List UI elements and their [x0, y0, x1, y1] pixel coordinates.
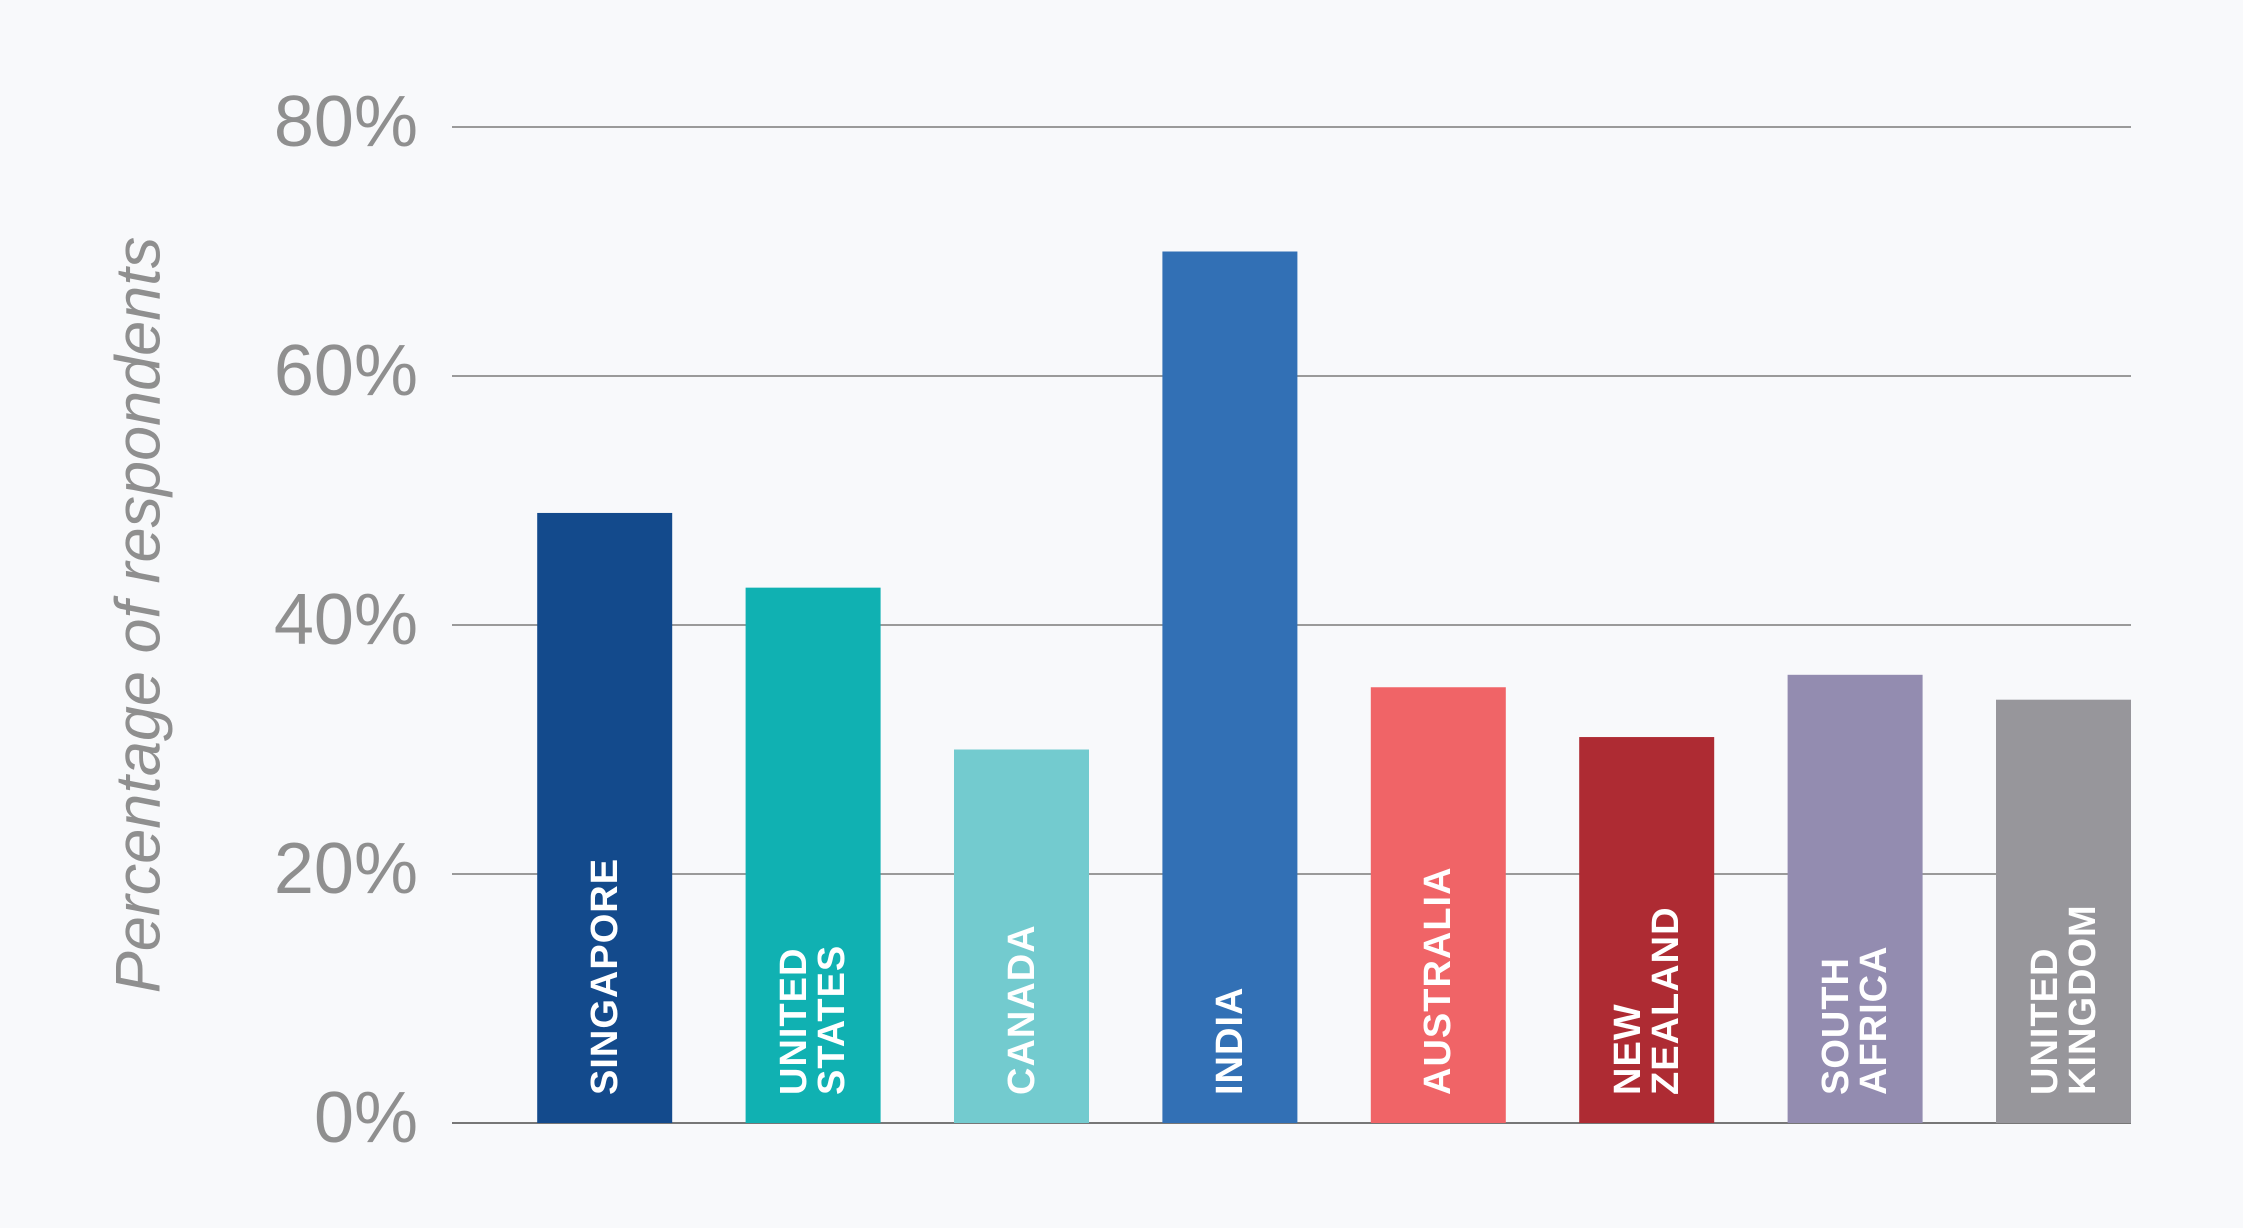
y-tick-label: 40% [274, 580, 418, 660]
x-tick-label: SOUTH AFRICA [1815, 945, 1896, 1095]
bar [1996, 699, 2131, 1123]
x-tick-label: UNITED STATES [773, 944, 854, 1095]
y-tick-label: 60% [274, 331, 418, 411]
bar [1370, 687, 1506, 1123]
bar [537, 512, 673, 1123]
x-tick-label: CANADA [1000, 924, 1043, 1095]
x-tick-label: SINGAPORE [583, 857, 626, 1095]
x-tick-label: INDIA [1208, 986, 1251, 1095]
bar [1579, 737, 1715, 1123]
y-axis-title: Percentage of respondents [104, 237, 174, 994]
bar [1162, 251, 1298, 1123]
y-tick-label: 20% [274, 829, 418, 909]
bar [1787, 674, 1923, 1123]
bar [954, 749, 1089, 1123]
y-tick-label: 0% [314, 1078, 418, 1158]
x-tick-label: NEW ZEALAND [1606, 906, 1687, 1095]
x-tick-label: UNITED KINGDOM [2023, 904, 2104, 1095]
bar [745, 587, 881, 1123]
y-tick-label: 80% [274, 82, 418, 162]
x-tick-label: AUSTRALIA [1417, 866, 1460, 1095]
